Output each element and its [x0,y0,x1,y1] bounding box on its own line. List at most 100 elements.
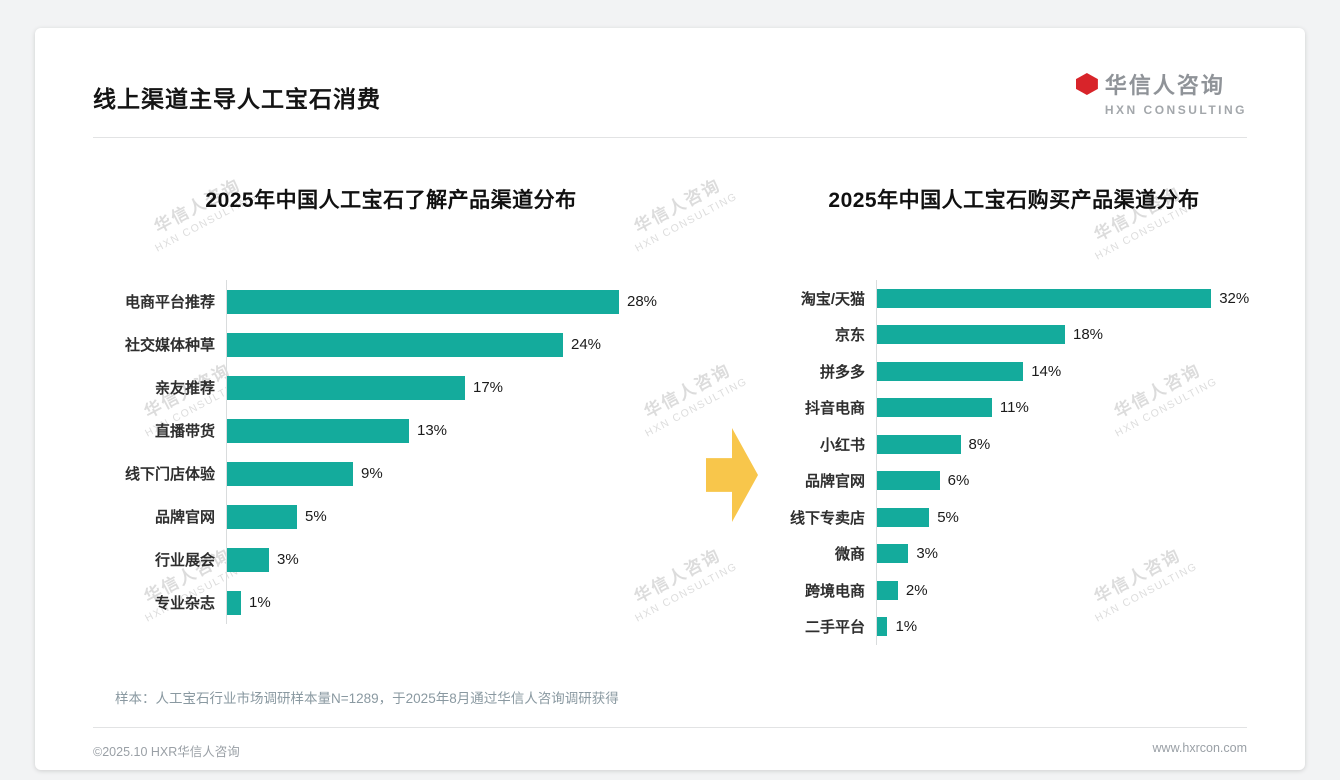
bar-row: 电商平台推荐 28% [93,280,689,323]
category-label: 电商平台推荐 [124,294,215,311]
chart-title-left: 2025年中国人工宝石了解产品渠道分布 [205,189,577,212]
bar-track: 17% [226,366,689,409]
bar-row: 品牌官网 5% [93,495,689,538]
bar [877,398,992,418]
purchase-channel-chart: 2025年中国人工宝石购买产品渠道分布 淘宝/天猫 32% 京东 18% 拼多多 14% 抖… [775,184,1253,645]
category-label: 线下门店体验 [124,466,215,483]
bar [877,507,930,527]
value-label: 17% [473,379,504,396]
bars-right: 淘宝/天猫 32% 京东 18% 拼多多 14% 抖音电商 11% 小红书 8% 品牌官网 6% 线下专… [775,280,1253,645]
bar-row: 淘宝/天猫 32% [775,280,1253,317]
bar-track: 1% [876,608,1253,645]
value-label: 2% [905,581,928,599]
bar-track: 32% [876,280,1253,317]
chart-title-right: 2025年中国人工宝石购买产品渠道分布 [828,189,1200,212]
bar-row: 亲友推荐 17% [93,366,689,409]
category-label: 行业展会 [154,552,215,569]
right-arrow-icon [706,428,758,522]
bar [877,544,909,564]
bar [877,325,1065,345]
bar [227,375,465,400]
value-label: 3% [916,545,939,563]
bar-track: 28% [226,280,689,323]
bar-track: 14% [876,353,1253,390]
value-label: 3% [277,551,299,568]
bar-track: 18% [876,316,1253,353]
bar-row: 二手平台 1% [775,608,1253,645]
bar-track: 1% [226,581,689,624]
bar [877,288,1212,308]
bar [227,547,269,572]
value-label: 14% [1031,362,1062,380]
bar [227,590,241,615]
awareness-channel-chart: 2025年中国人工宝石了解产品渠道分布 电商平台推荐 28% 社交媒体种草 24% 亲友… [93,184,689,645]
category-label: 直播带货 [154,423,215,440]
bar-row: 拼多多 14% [775,353,1253,390]
logo-name-en: HXN CONSULTING [1104,103,1247,117]
category-label: 亲友推荐 [154,380,215,397]
company-logo: 华信人咨询 HXN CONSULTING [1075,68,1247,117]
header-divider [93,137,1247,138]
slide-card: 线上渠道主导人工宝石消费 华信人咨询 HXN CONSULTING 2025年中… [35,28,1305,770]
value-label: 1% [249,594,271,611]
value-label: 32% [1219,289,1250,307]
category-label: 二手平台 [804,619,865,637]
bar-row: 微商 3% [775,535,1253,572]
category-label: 线下专卖店 [789,509,865,527]
category-label: 专业杂志 [154,595,215,612]
bar-track: 2% [876,572,1253,609]
sample-note: 样本：人工宝石行业市场调研样本量N=1289，于2025年8月通过华信人咨询调研… [115,691,619,706]
page-title: 线上渠道主导人工宝石消费 [93,86,381,112]
bar [877,361,1024,381]
bar [227,418,409,443]
bar [877,617,888,637]
category-label: 拼多多 [819,363,865,381]
footer-copyright: ©2025.10 HXR华信人咨询 [93,745,240,759]
logo-icon [1075,73,1098,95]
bars-left: 电商平台推荐 28% 社交媒体种草 24% 亲友推荐 17% 直播带货 13% 线下门店体验 9%… [93,280,689,624]
logo-name-cn: 华信人咨询 [1104,73,1225,98]
bar-track: 13% [226,409,689,452]
bar-row: 线下门店体验 9% [93,452,689,495]
charts-area: 2025年中国人工宝石了解产品渠道分布 电商平台推荐 28% 社交媒体种草 24% 亲友… [35,138,1305,645]
bar-row: 跨境电商 2% [775,572,1253,609]
category-label: 小红书 [819,436,865,454]
bar-row: 京东 18% [775,316,1253,353]
value-label: 8% [968,435,991,453]
header: 线上渠道主导人工宝石消费 华信人咨询 HXN CONSULTING [35,28,1305,117]
bar-row: 直播带货 13% [93,409,689,452]
value-label: 9% [361,465,383,482]
category-label: 微商 [834,546,865,564]
bar-track: 6% [876,462,1253,499]
bar-track: 5% [876,499,1253,536]
category-label: 品牌官网 [804,473,865,491]
value-label: 6% [947,472,970,490]
bar-track: 8% [876,426,1253,463]
bar-track: 11% [876,389,1253,426]
bar [227,289,619,314]
bar-track: 3% [876,535,1253,572]
category-label: 京东 [834,327,865,345]
bar-row: 小红书 8% [775,426,1253,463]
bar [227,461,353,486]
bar-row: 抖音电商 11% [775,389,1253,426]
bar-track: 9% [226,452,689,495]
footer: ©2025.10 HXR华信人咨询 www.hxrcon.com [93,727,1247,760]
category-label: 跨境电商 [804,582,865,600]
category-label: 社交媒体种草 [124,337,215,354]
bar [227,504,297,529]
value-label: 18% [1073,326,1104,344]
bar-row: 品牌官网 6% [775,462,1253,499]
bar [227,332,563,357]
value-label: 11% [999,399,1029,417]
value-label: 1% [895,618,918,636]
category-label: 抖音电商 [804,400,865,418]
bar-row: 线下专卖店 5% [775,499,1253,536]
value-label: 28% [627,293,658,310]
value-label: 13% [417,422,448,439]
value-label: 5% [937,508,959,526]
bar-track: 24% [226,323,689,366]
bar [877,434,961,454]
value-label: 5% [305,508,327,525]
bar-row: 行业展会 3% [93,538,689,581]
